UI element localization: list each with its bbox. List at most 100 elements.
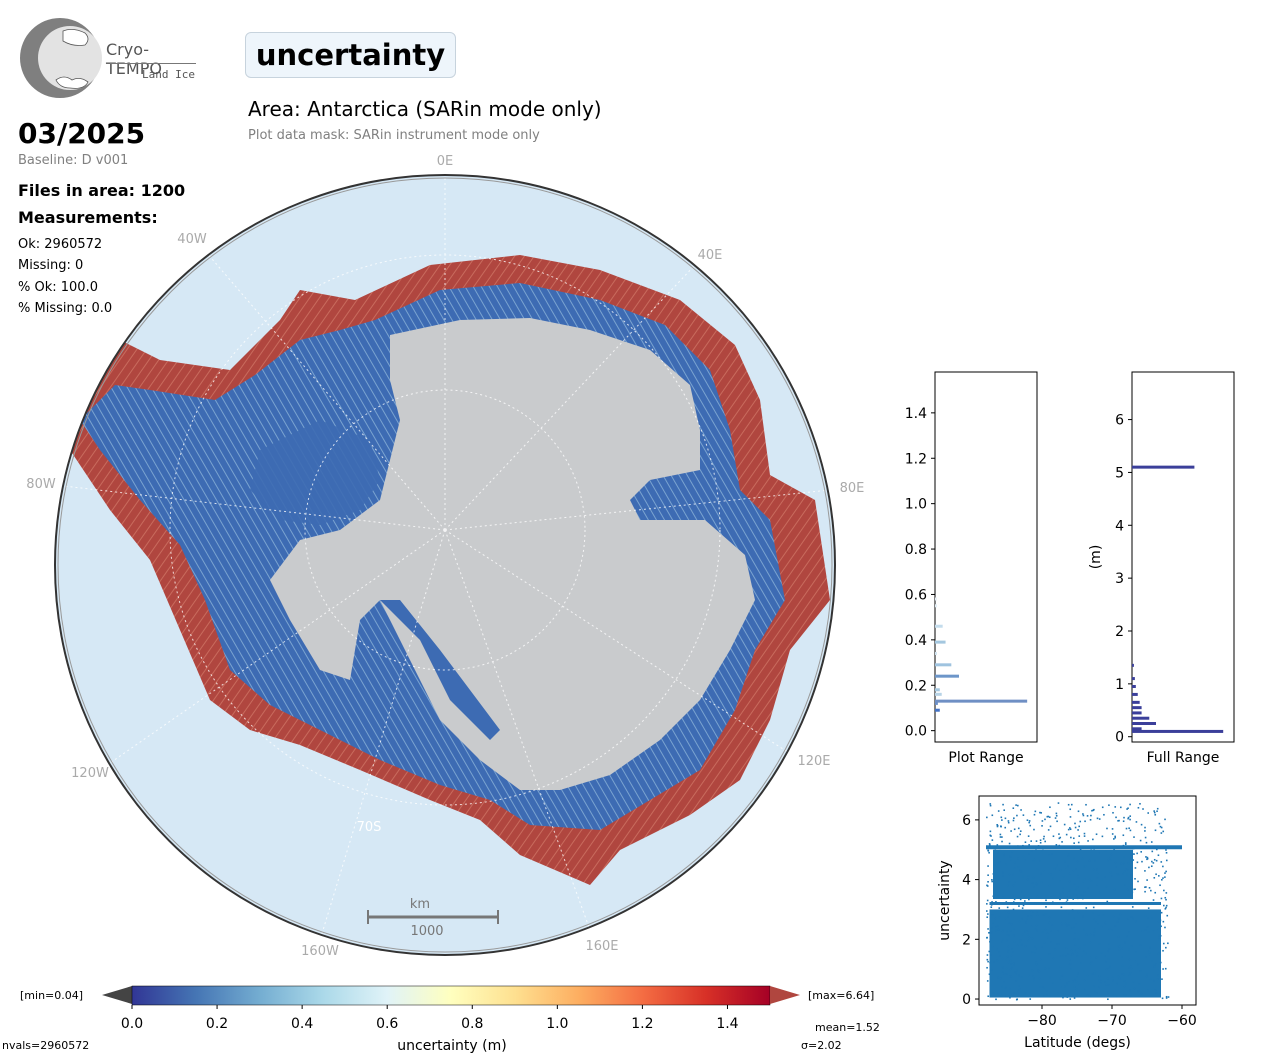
scatter-point	[1066, 996, 1069, 998]
scatter-point	[1035, 882, 1037, 885]
scatter-point	[1144, 836, 1147, 839]
scatter-point	[1145, 975, 1148, 978]
scatter-point	[1038, 977, 1041, 980]
scatter-point	[1001, 971, 1004, 973]
scatter-point	[1095, 919, 1098, 922]
scatter-point	[1090, 880, 1093, 882]
scatter-point	[1164, 876, 1166, 878]
scatter-point	[1139, 802, 1141, 805]
scatter-point	[1096, 877, 1099, 879]
scatter-point	[1141, 860, 1143, 863]
scatter-point	[1126, 918, 1129, 920]
scatter-point	[1123, 980, 1126, 982]
scatter-point	[1092, 912, 1095, 914]
scatter-point	[1032, 911, 1034, 913]
scatter-point	[1076, 993, 1078, 995]
scatter-point	[1056, 820, 1058, 823]
scatter-point	[1130, 854, 1133, 856]
histogram-bar	[935, 663, 952, 667]
scatter-point	[1049, 995, 1051, 998]
scatter-point	[1063, 823, 1066, 826]
scatter-point	[1103, 813, 1105, 816]
scatter-point	[1129, 859, 1132, 862]
scatter-point	[1008, 922, 1011, 924]
histogram-bar	[1132, 729, 1224, 733]
scatter-point	[1027, 940, 1030, 943]
scatter-point	[1145, 841, 1148, 844]
scatter-point	[1147, 812, 1150, 814]
scatter-point	[1012, 962, 1015, 965]
scatter-point	[1048, 816, 1051, 819]
colorbar-max-extend	[770, 986, 800, 1004]
scatter-point	[1029, 909, 1032, 912]
scatter-point	[1056, 864, 1058, 867]
scatter-point	[1155, 848, 1158, 851]
scatter-point	[1162, 920, 1165, 923]
scatter-point	[1077, 877, 1080, 879]
scatter-point	[1039, 839, 1042, 842]
scatter-point	[1114, 806, 1117, 808]
scatter-point	[1064, 866, 1067, 869]
scatter-point	[1121, 964, 1124, 967]
scatter-point	[1140, 851, 1143, 853]
scatter-point	[1078, 825, 1080, 828]
lon-label-0e: 0E	[437, 154, 454, 169]
scatter-point	[1049, 806, 1051, 809]
scatter-point	[1058, 833, 1060, 835]
scatter-point	[989, 932, 992, 934]
scatter-point	[1045, 989, 1048, 992]
scatter-point	[1159, 825, 1162, 828]
scatter-point	[1047, 829, 1050, 831]
scatter-point	[1157, 974, 1159, 977]
scatter-point	[1093, 985, 1095, 988]
scatter-point	[1073, 842, 1075, 844]
colorbar-gradient	[131, 985, 771, 1006]
scatter-point	[1017, 804, 1019, 807]
scatter-point	[1135, 920, 1137, 923]
scatter-point	[1164, 967, 1167, 970]
scatter-point	[1029, 998, 1032, 1000]
scatter-point	[1153, 877, 1156, 879]
scatter-point	[1013, 898, 1016, 901]
scatter-point	[1008, 881, 1011, 883]
scatter-point	[1083, 832, 1086, 835]
scatter-point	[1115, 816, 1117, 819]
sigma-label: σ=2.02	[801, 1039, 842, 1052]
scatter-point	[989, 834, 992, 837]
scatter-point	[1113, 838, 1115, 840]
scatter-point	[1009, 930, 1012, 932]
scatter-point	[1007, 961, 1010, 964]
scatter-point	[997, 976, 1000, 979]
scatter-point	[1126, 868, 1129, 871]
scatter-point	[1051, 924, 1054, 926]
scatter-point	[1084, 865, 1087, 868]
lon-label-120e: 120E	[797, 754, 830, 769]
measurements-heading: Measurements:	[18, 208, 158, 227]
histogram-bar	[1132, 722, 1156, 725]
scatter-ytick-label: 6	[962, 813, 971, 829]
scatter-point	[1033, 980, 1036, 982]
scatter-band-5	[986, 845, 1182, 850]
scatter-point	[1075, 980, 1078, 983]
scatter-point	[1157, 928, 1160, 931]
scatter-point	[1162, 942, 1165, 945]
scatter-point	[1163, 904, 1165, 907]
scatter-point	[1161, 878, 1163, 881]
scatter-point	[1144, 870, 1146, 872]
scatter-point	[1058, 943, 1060, 945]
scatter-point	[1106, 827, 1108, 830]
scatter-point	[1165, 898, 1167, 901]
scatter-point	[1118, 819, 1120, 822]
scatter-point	[1052, 982, 1054, 984]
scatter-point	[1140, 992, 1143, 995]
scatter-point	[1083, 970, 1085, 973]
scatter-point	[1034, 945, 1036, 948]
scatter-point	[1122, 834, 1125, 837]
scatter-point	[1086, 815, 1089, 817]
scatter-point	[1020, 976, 1023, 978]
scatter-point	[991, 880, 993, 883]
scatter-point	[1155, 873, 1157, 876]
scatter-point	[1152, 899, 1155, 901]
scatter-point	[1022, 855, 1025, 858]
stat-missing: Missing: 0	[18, 258, 84, 273]
